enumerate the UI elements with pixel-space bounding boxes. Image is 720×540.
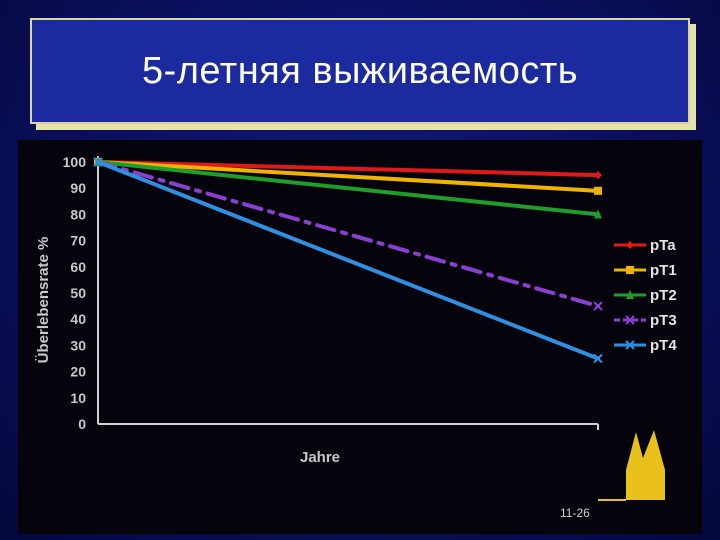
y-tick-label: 30	[70, 337, 86, 353]
y-tick-label: 40	[70, 311, 86, 327]
legend-label: pTa	[650, 237, 676, 254]
data-point	[594, 209, 602, 219]
legend-item-pT2: pT2	[614, 287, 677, 304]
series-line	[96, 160, 600, 217]
data-point	[93, 157, 103, 167]
x-axis-label: Jahre	[300, 449, 340, 466]
data-point	[593, 301, 603, 311]
data-point	[594, 171, 602, 180]
series-line	[96, 160, 600, 178]
y-tick-label: 70	[70, 233, 86, 249]
chart-panel: 0 10 20 30 40 50 60 70 80 90 100 pTa pT1 pT2 pT3 pT4 J…	[18, 140, 702, 534]
y-tick-label: 80	[70, 206, 86, 222]
data-point	[625, 315, 635, 325]
y-tick-label: 90	[70, 180, 86, 196]
slide-title-box: 5-летняя выживаемость	[30, 18, 690, 124]
legend-label: pT4	[650, 337, 677, 354]
legend-label: pT2	[650, 287, 677, 304]
y-tick-label: 60	[70, 259, 86, 275]
legend-label: pT3	[650, 312, 677, 329]
y-axis-label: Überlebensrate %	[35, 237, 52, 364]
series-pT4	[93, 157, 603, 364]
y-tick-label: 10	[70, 390, 86, 406]
legend-item-pT4: pT4	[614, 337, 677, 354]
y-tick-label: 20	[70, 364, 86, 380]
data-point	[625, 340, 635, 350]
legend-item-pT3: pT3	[614, 312, 677, 329]
y-tick-label: 0	[78, 416, 86, 432]
series-line	[96, 160, 600, 193]
legend-label: pT1	[650, 262, 677, 279]
data-point	[593, 353, 603, 364]
legend-item-pTa: pTa	[614, 237, 676, 254]
slide-title: 5-летняя выживаемость	[141, 49, 579, 92]
y-tick-label: 50	[70, 285, 86, 301]
logo-peaks	[598, 430, 665, 501]
y-tick-label: 100	[63, 154, 87, 170]
slide-number: 11-26	[560, 506, 590, 520]
series-pT3	[93, 157, 603, 311]
series-line	[96, 160, 600, 361]
data-point	[626, 290, 634, 299]
data-point	[626, 266, 634, 274]
data-point	[594, 186, 602, 195]
data-point	[626, 241, 634, 249]
series-line	[96, 160, 600, 309]
legend-item-pT1: pT1	[614, 262, 677, 279]
survival-chart: 0 10 20 30 40 50 60 70 80 90 100 pTa pT1 pT2 pT3 pT4 J…	[35, 154, 677, 501]
